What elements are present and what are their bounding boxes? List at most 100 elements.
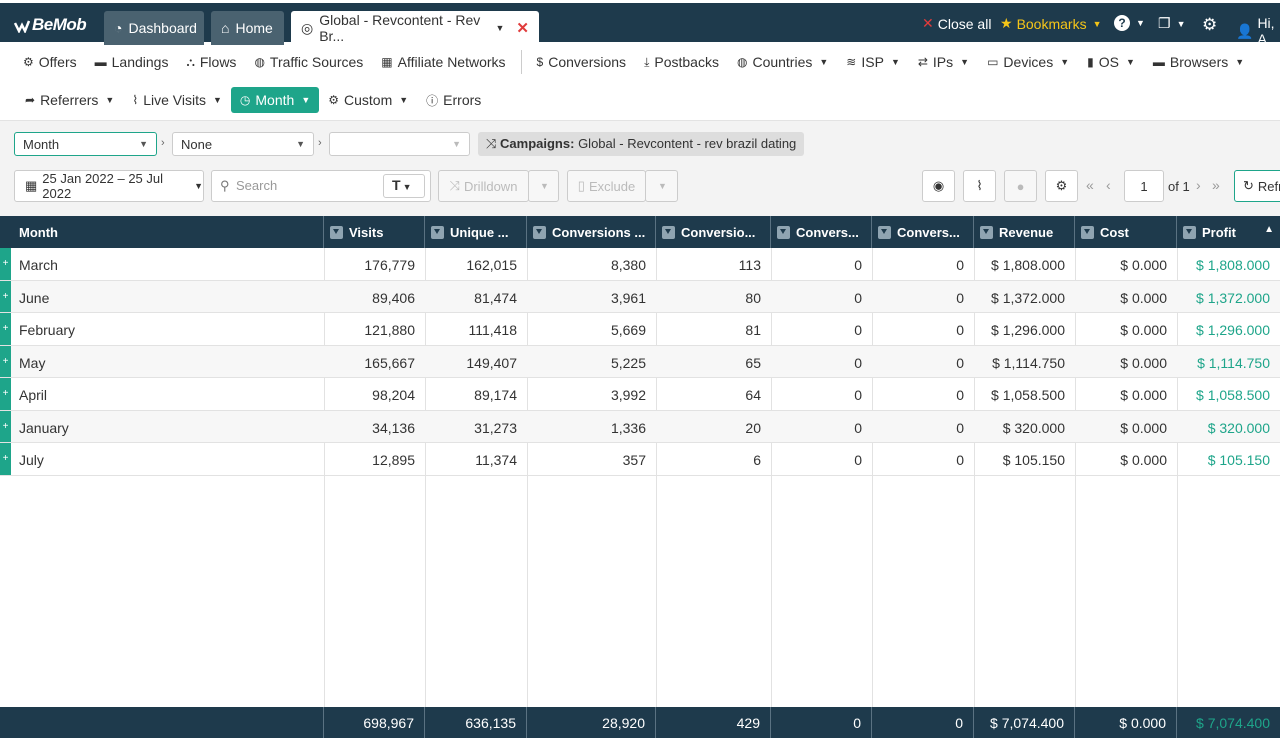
table-row[interactable]: + January 34,136 31,273 1,336 20 0 0 $ 3… <box>0 410 1280 443</box>
chip-label: Campaigns: <box>500 136 575 151</box>
tab-campaign[interactable]: ◎ Global - Revcontent - Rev Br... ▼ ✕ <box>291 11 539 45</box>
first-page-icon[interactable]: « <box>1086 177 1094 193</box>
refresh-button[interactable]: ↻Refr <box>1234 170 1280 202</box>
nav-referrers[interactable]: ➦ Referrers ▼ <box>16 87 123 113</box>
text-mode-button[interactable]: T ▼ <box>383 174 425 198</box>
prev-page-icon[interactable]: ‹ <box>1106 177 1111 193</box>
group-by-2-select[interactable]: None ▼ <box>172 132 314 156</box>
table-header: Month Visits Unique ... Conversions ... … <box>0 216 1280 248</box>
last-page-icon[interactable]: » <box>1212 177 1220 193</box>
column-header-revenue[interactable]: Revenue <box>974 216 1075 248</box>
expand-row-icon[interactable]: + <box>0 443 11 475</box>
tab-label: Global - Revcontent - Rev Br... <box>319 12 481 44</box>
table-row[interactable]: + May 165,667 149,407 5,225 65 0 0 $ 1,1… <box>0 345 1280 378</box>
group-by-1-select[interactable]: Month ▼ <box>14 132 157 156</box>
cell-unique: 111,418 <box>468 322 517 338</box>
cell-conversio: 64 <box>745 387 761 403</box>
expand-row-icon[interactable]: + <box>0 313 11 345</box>
nav-os[interactable]: ▮ OS ▼ <box>1078 49 1144 75</box>
cell-convers-1: 0 <box>854 387 862 403</box>
column-header-conversions[interactable]: Conversions ... <box>527 216 656 248</box>
cell-convers-1: 0 <box>854 419 862 436</box>
nav-landings[interactable]: ▬ Landings <box>86 49 178 75</box>
nav-label: Browsers <box>1169 54 1229 70</box>
filter-icon[interactable] <box>431 226 444 239</box>
nav-month[interactable]: ◷ Month ▼ <box>230 87 320 113</box>
filter-icon[interactable] <box>330 226 343 239</box>
chevron-down-icon: ▼ <box>212 95 222 105</box>
tab-dashboard[interactable]: ◔ Dashboard <box>104 11 204 45</box>
chart-button[interactable]: ⌇ <box>963 170 996 202</box>
chevron-down-icon[interactable]: ▼ <box>495 23 505 33</box>
user-menu[interactable]: 👤 Hi, A <box>1236 15 1280 47</box>
group-by-3-select[interactable]: ▼ <box>329 132 470 156</box>
exclude-button[interactable]: ▯ Exclude <box>567 170 646 202</box>
nav-postbacks[interactable]: ⤓ Postbacks <box>635 49 728 75</box>
filter-icon[interactable] <box>878 226 891 239</box>
column-label: Conversions ... <box>552 225 646 240</box>
nav-isp[interactable]: ≋ ISP ▼ <box>837 49 909 75</box>
nav-countries[interactable]: ◍ Countries ▼ <box>728 49 837 75</box>
drilldown-button[interactable]: ⤨ Drilldown <box>438 170 529 202</box>
campaign-filter-chip[interactable]: ⤨ Campaigns: Global - Revcontent - rev b… <box>478 132 805 156</box>
expand-row-icon[interactable]: + <box>0 280 11 312</box>
chevron-down-icon: ▼ <box>819 57 829 67</box>
column-header-month[interactable]: Month <box>0 216 324 248</box>
column-header-visits[interactable]: Visits <box>324 216 425 248</box>
notes-button[interactable]: ● <box>1004 170 1037 202</box>
nav-custom[interactable]: ⚙ Custom ▼ <box>319 87 417 113</box>
column-header-profit[interactable]: Profit ▲ <box>1177 216 1280 248</box>
table-row[interactable]: + June 89,406 81,474 3,961 80 0 0 $ 1,37… <box>0 280 1280 313</box>
table-row[interactable]: + February 121,880 111,418 5,669 81 0 0 … <box>0 313 1280 346</box>
nav-browsers[interactable]: ▬ Browsers ▼ <box>1144 49 1253 75</box>
settings-button[interactable]: ⚙ <box>1202 15 1217 35</box>
column-header-convers-2[interactable]: Convers... <box>872 216 974 248</box>
nav-traffic-sources[interactable]: ◍ Traffic Sources <box>245 49 372 75</box>
date-range-picker[interactable]: ▦ 25 Jan 2022 – 25 Jul 2022 ▼ <box>14 170 204 202</box>
windows-button[interactable]: ❐ ▼ <box>1158 15 1185 32</box>
drilldown-dropdown[interactable]: ▼ <box>528 170 559 202</box>
bookmarks-button[interactable]: ★ Bookmarks ▼ <box>1000 15 1102 32</box>
column-header-convers-1[interactable]: Convers... <box>771 216 872 248</box>
next-page-icon[interactable]: › <box>1196 177 1201 193</box>
bemob-logo[interactable]: BeMob <box>13 15 87 35</box>
nav-offers[interactable]: ⚙ Offers <box>14 49 86 75</box>
nav-flows[interactable]: ⛬ Flows <box>177 49 245 75</box>
table-row[interactable]: + July 12,895 11,374 357 6 0 0 $ 105.150… <box>0 443 1280 476</box>
expand-row-icon[interactable]: + <box>0 248 11 280</box>
column-header-conversio[interactable]: Conversio... <box>656 216 771 248</box>
close-all-button[interactable]: ✕ Close all <box>922 15 991 32</box>
table-row[interactable]: + March 176,779 162,015 8,380 113 0 0 $ … <box>0 248 1280 281</box>
exclude-dropdown[interactable]: ▼ <box>645 170 678 202</box>
help-button[interactable]: ? ▼ <box>1114 15 1145 31</box>
nav-live-visits[interactable]: ⌇ Live Visits ▼ <box>123 87 231 113</box>
table-row[interactable]: + April 98,204 89,174 3,992 64 0 0 $ 1,0… <box>0 378 1280 411</box>
expand-row-icon[interactable]: + <box>0 345 11 377</box>
tab-home[interactable]: ⌂ Home <box>211 11 284 45</box>
column-label: Conversio... <box>681 225 756 240</box>
expand-row-icon[interactable]: + <box>0 378 11 410</box>
search-input[interactable] <box>236 178 386 193</box>
close-tab-icon[interactable]: ✕ <box>516 20 529 37</box>
table-settings-button[interactable]: ⚙ <box>1045 170 1078 202</box>
column-header-unique[interactable]: Unique ... <box>425 216 527 248</box>
nav-conversions[interactable]: $ Conversions <box>528 49 636 75</box>
greeting: Hi, A <box>1257 15 1275 47</box>
filter-icon[interactable] <box>777 226 790 239</box>
cell-revenue: $ 1,296.000 <box>991 322 1065 338</box>
column-header-cost[interactable]: Cost <box>1075 216 1177 248</box>
filter-icon[interactable] <box>1183 226 1196 239</box>
nav-ips[interactable]: ⇄ IPs ▼ <box>909 49 978 75</box>
column-visibility-button[interactable]: ◉ <box>922 170 955 202</box>
filter-icon[interactable] <box>1081 226 1094 239</box>
expand-row-icon[interactable]: + <box>0 410 11 442</box>
page-number-input[interactable]: 1 <box>1124 170 1164 202</box>
download-icon: ⤓ <box>644 54 650 69</box>
filter-icon[interactable] <box>980 226 993 239</box>
nav-errors[interactable]: ⓘ Errors <box>417 87 490 113</box>
nav-devices[interactable]: ▭ Devices ▼ <box>978 49 1078 75</box>
filter-icon[interactable] <box>662 226 675 239</box>
cell-revenue: $ 105.150 <box>1002 452 1065 468</box>
nav-affiliate-networks[interactable]: ▦ Affiliate Networks <box>372 49 514 75</box>
filter-icon[interactable] <box>533 226 546 239</box>
